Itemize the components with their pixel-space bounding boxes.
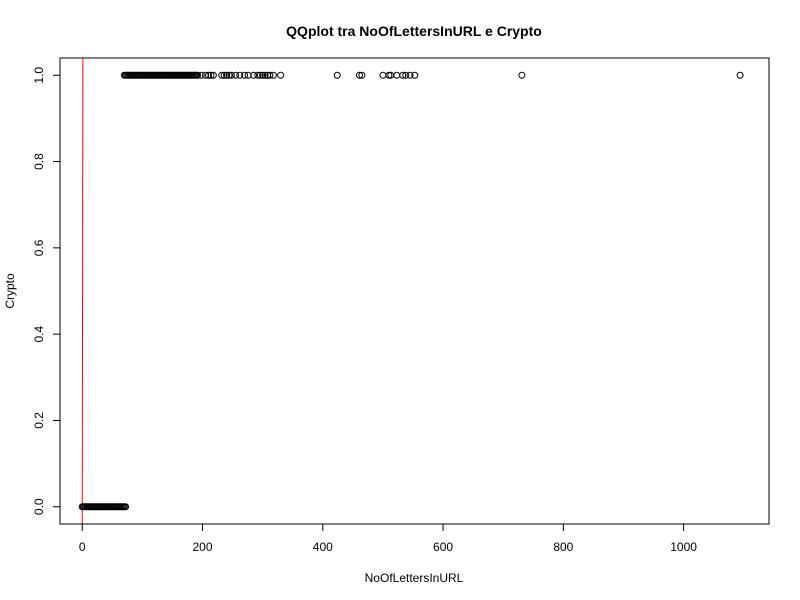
data-point <box>411 71 419 79</box>
data-point <box>393 71 401 79</box>
data-point <box>250 71 258 79</box>
data-point <box>379 71 387 79</box>
data-point <box>256 71 264 79</box>
data-point <box>205 71 213 79</box>
data-point <box>277 71 285 79</box>
reference-line <box>81 57 84 525</box>
data-point <box>266 71 274 79</box>
data-point <box>333 71 341 79</box>
data-point <box>207 71 215 79</box>
chart-title: QQplot tra NoOfLettersInURL e Crypto <box>286 23 542 39</box>
data-point <box>406 71 414 79</box>
data-point <box>202 71 210 79</box>
x-axis: 0 200 400 600 800 1000 <box>79 523 697 554</box>
data-point <box>236 71 244 79</box>
data-point <box>232 71 240 79</box>
data-point <box>241 71 249 79</box>
y-tick-label: 0.2 <box>32 412 46 429</box>
data-point <box>358 71 366 79</box>
data-point <box>223 71 231 79</box>
data-point <box>736 71 744 79</box>
data-point <box>259 71 267 79</box>
x-tick-label: 400 <box>313 540 333 554</box>
y-tick-label: 0.8 <box>32 153 46 170</box>
data-point <box>254 71 262 79</box>
y-tick-label: 0.4 <box>32 325 46 342</box>
data-point <box>244 71 252 79</box>
data-point <box>399 71 407 79</box>
data-point <box>197 71 205 79</box>
data-point <box>218 71 226 79</box>
data-point <box>402 71 410 79</box>
plot-frame <box>59 57 770 525</box>
x-tick-label: 600 <box>433 540 453 554</box>
y-axis: 0.0 0.2 0.4 0.6 0.8 1.0 <box>32 67 61 515</box>
y-axis-label: Crypto <box>3 273 17 309</box>
x-tick-label: 800 <box>553 540 573 554</box>
data-point <box>518 71 526 79</box>
data-point <box>220 71 228 79</box>
x-tick-label: 200 <box>193 540 213 554</box>
y-tick-label: 0.0 <box>32 498 46 515</box>
data-points <box>78 71 744 511</box>
data-point <box>355 71 363 79</box>
x-axis-label: NoOfLettersInURL <box>365 571 464 585</box>
y-tick-label: 1.0 <box>32 67 46 84</box>
data-point <box>209 71 217 79</box>
data-point <box>227 71 235 79</box>
x-tick-label: 1000 <box>670 540 697 554</box>
data-point <box>261 71 269 79</box>
data-point <box>269 71 277 79</box>
data-point <box>194 71 202 79</box>
x-tick-label: 0 <box>79 540 86 554</box>
data-point <box>385 71 393 79</box>
data-point <box>225 71 233 79</box>
y-tick-label: 0.6 <box>32 239 46 256</box>
data-point <box>122 503 130 511</box>
